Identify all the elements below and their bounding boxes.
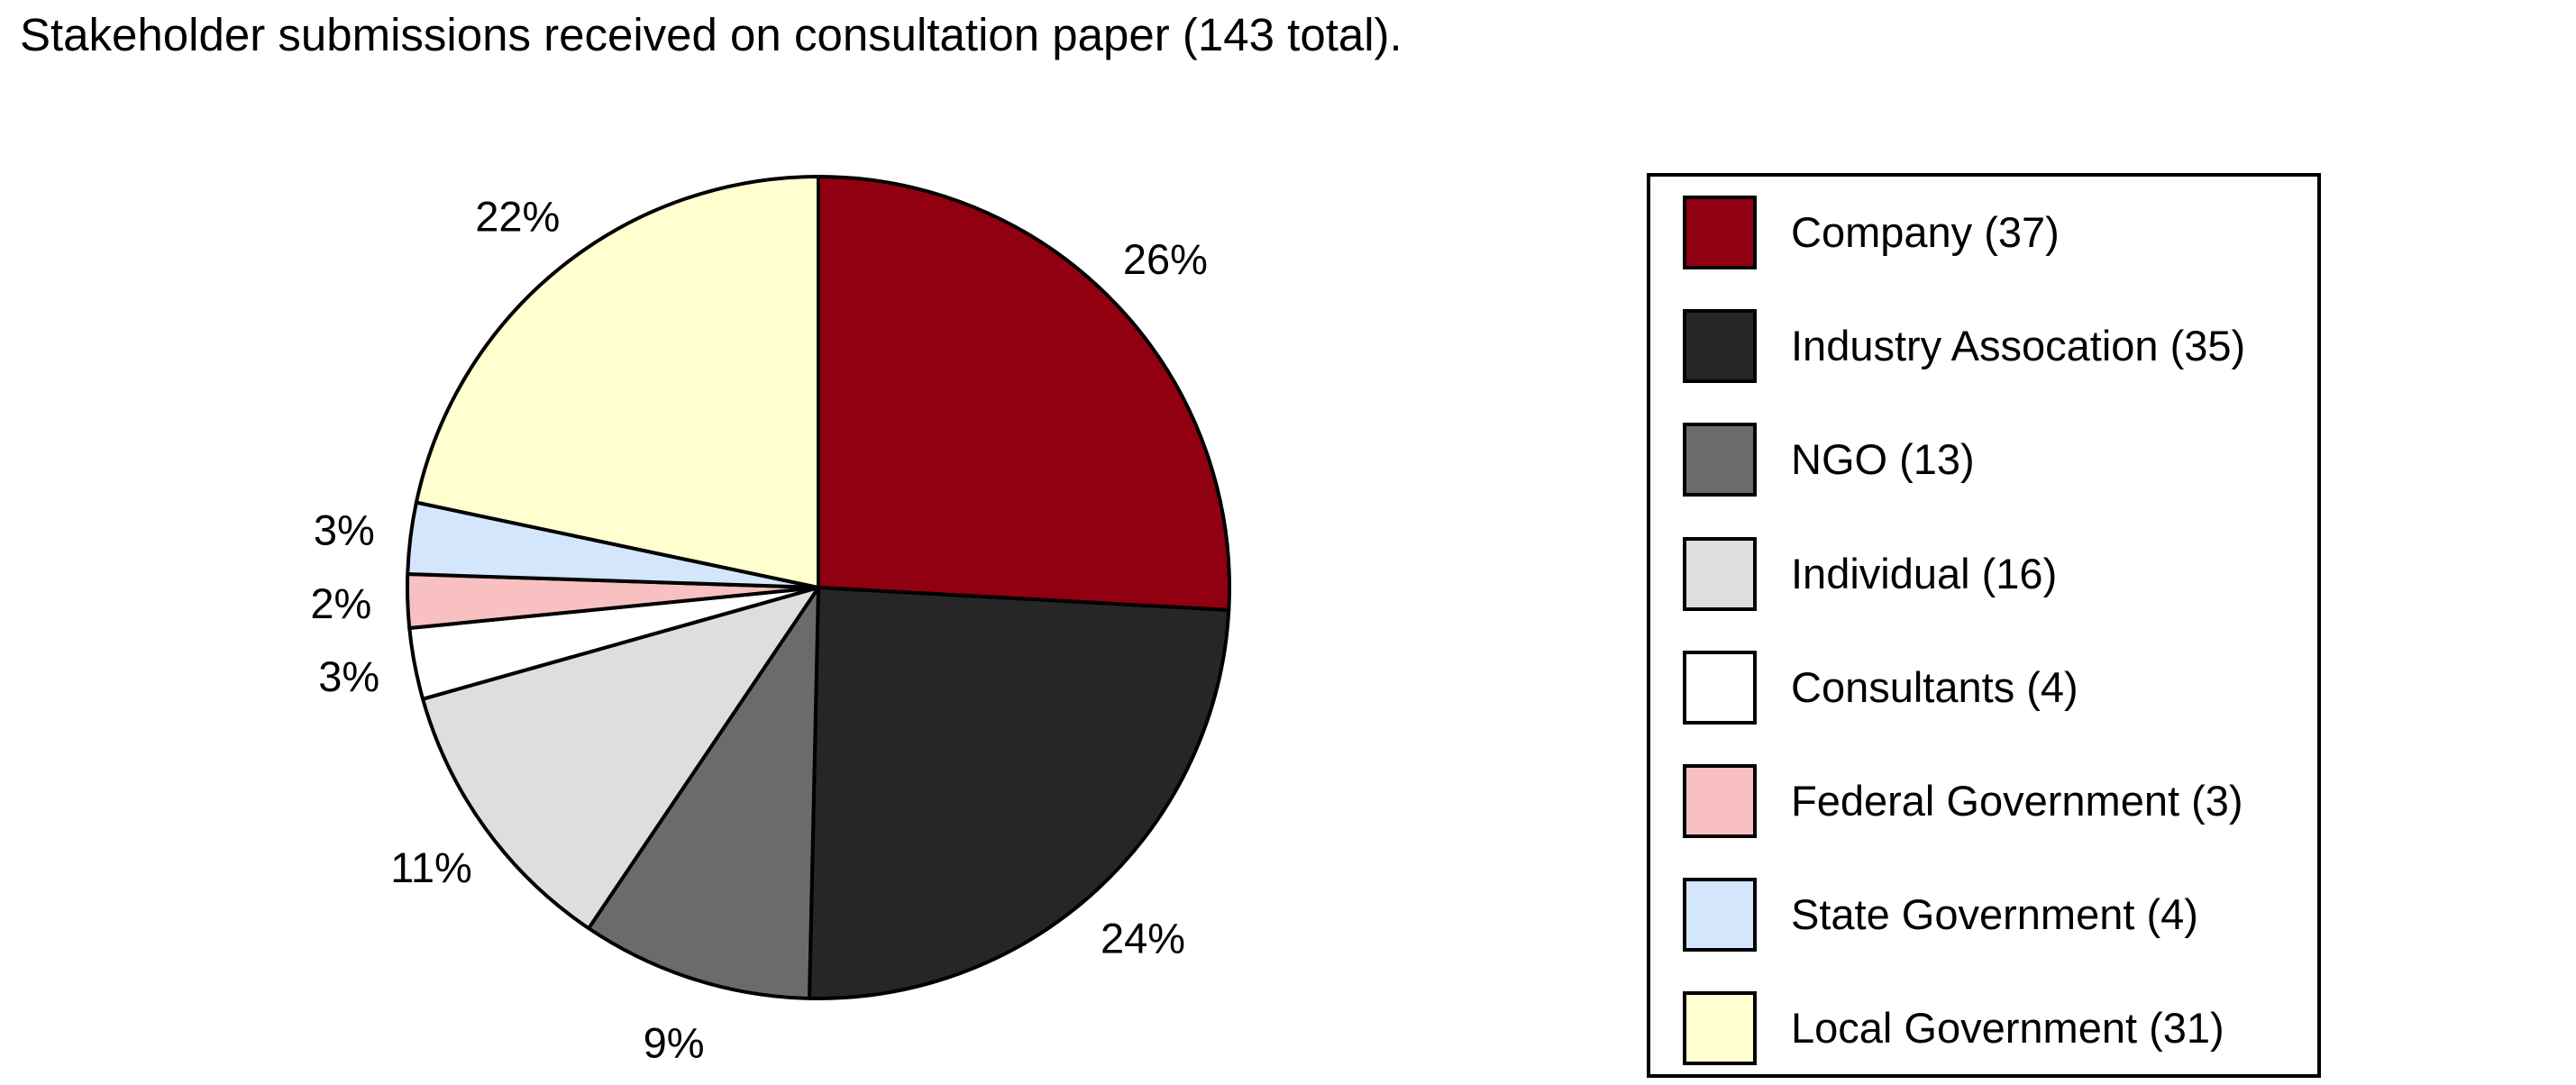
legend-label-consultants: Consultants (4) [1791, 662, 2078, 711]
pie-slice-ngo [587, 586, 820, 1000]
legend-label-company: Company (37) [1791, 208, 2060, 256]
pie-slice-local-government [414, 175, 820, 589]
legend-item-consultants: Consultants (4) [1683, 649, 2078, 726]
legend-label-federal-government: Federal Government (3) [1791, 777, 2243, 825]
legend-item-company: Company (37) [1683, 194, 2060, 271]
pie-slice-company [817, 175, 1231, 613]
legend-item-local-government: Local Government (31) [1683, 989, 2224, 1067]
legend-label-local-government: Local Government (31) [1791, 1004, 2224, 1053]
legend-item-ngo: NGO (13) [1683, 421, 1975, 498]
legend-swatch-individual [1683, 536, 1757, 611]
legend-swatch-federal-government [1683, 764, 1757, 838]
pie-label-state-government: 3% [314, 506, 375, 554]
pie-percent-labels: 26% 24% 9% 11% 3% 2% 3% 22% [310, 193, 1208, 1067]
legend-swatch-ngo [1683, 423, 1757, 497]
legend: Company (37) Industry Assocation (35) NGO … [1647, 173, 2321, 1078]
legend-item-state-government: State Government (4) [1683, 876, 2198, 953]
pie-label-local-government: 22% [475, 193, 560, 241]
chart-title: Stakeholder submissions received on cons… [20, 9, 1402, 60]
legend-label-industry-assocation: Industry Assocation (35) [1791, 322, 2246, 370]
pie-slice-industry-assocation [807, 586, 1231, 1000]
pie-label-company: 26% [1123, 235, 1208, 283]
pie-label-industry-assocation: 24% [1101, 914, 1185, 962]
legend-item-individual: Individual (16) [1683, 535, 2057, 613]
pie-label-consultants: 3% [318, 652, 379, 700]
pie-label-federal-government: 2% [310, 579, 371, 627]
legend-item-federal-government: Federal Government (3) [1683, 762, 2243, 840]
pie-slices [406, 175, 1231, 1000]
legend-label-individual: Individual (16) [1791, 549, 2058, 597]
pie-chart: 26% 24% 9% 11% 3% 2% 3% 22% [310, 175, 1231, 1067]
pie-label-individual: 11% [390, 843, 472, 891]
legend-item-industry-assocation: Industry Assocation (35) [1683, 307, 2245, 385]
legend-swatch-state-government [1683, 878, 1757, 953]
legend-swatch-industry-assocation [1683, 309, 1757, 384]
legend-swatch-consultants [1683, 650, 1757, 725]
legend-swatch-company [1683, 196, 1757, 269]
legend-label-state-government: State Government (4) [1791, 890, 2198, 939]
pie-label-ngo: 9% [644, 1019, 705, 1067]
legend-swatch-local-government [1683, 991, 1757, 1066]
legend-label-ngo: NGO (13) [1791, 435, 1975, 484]
